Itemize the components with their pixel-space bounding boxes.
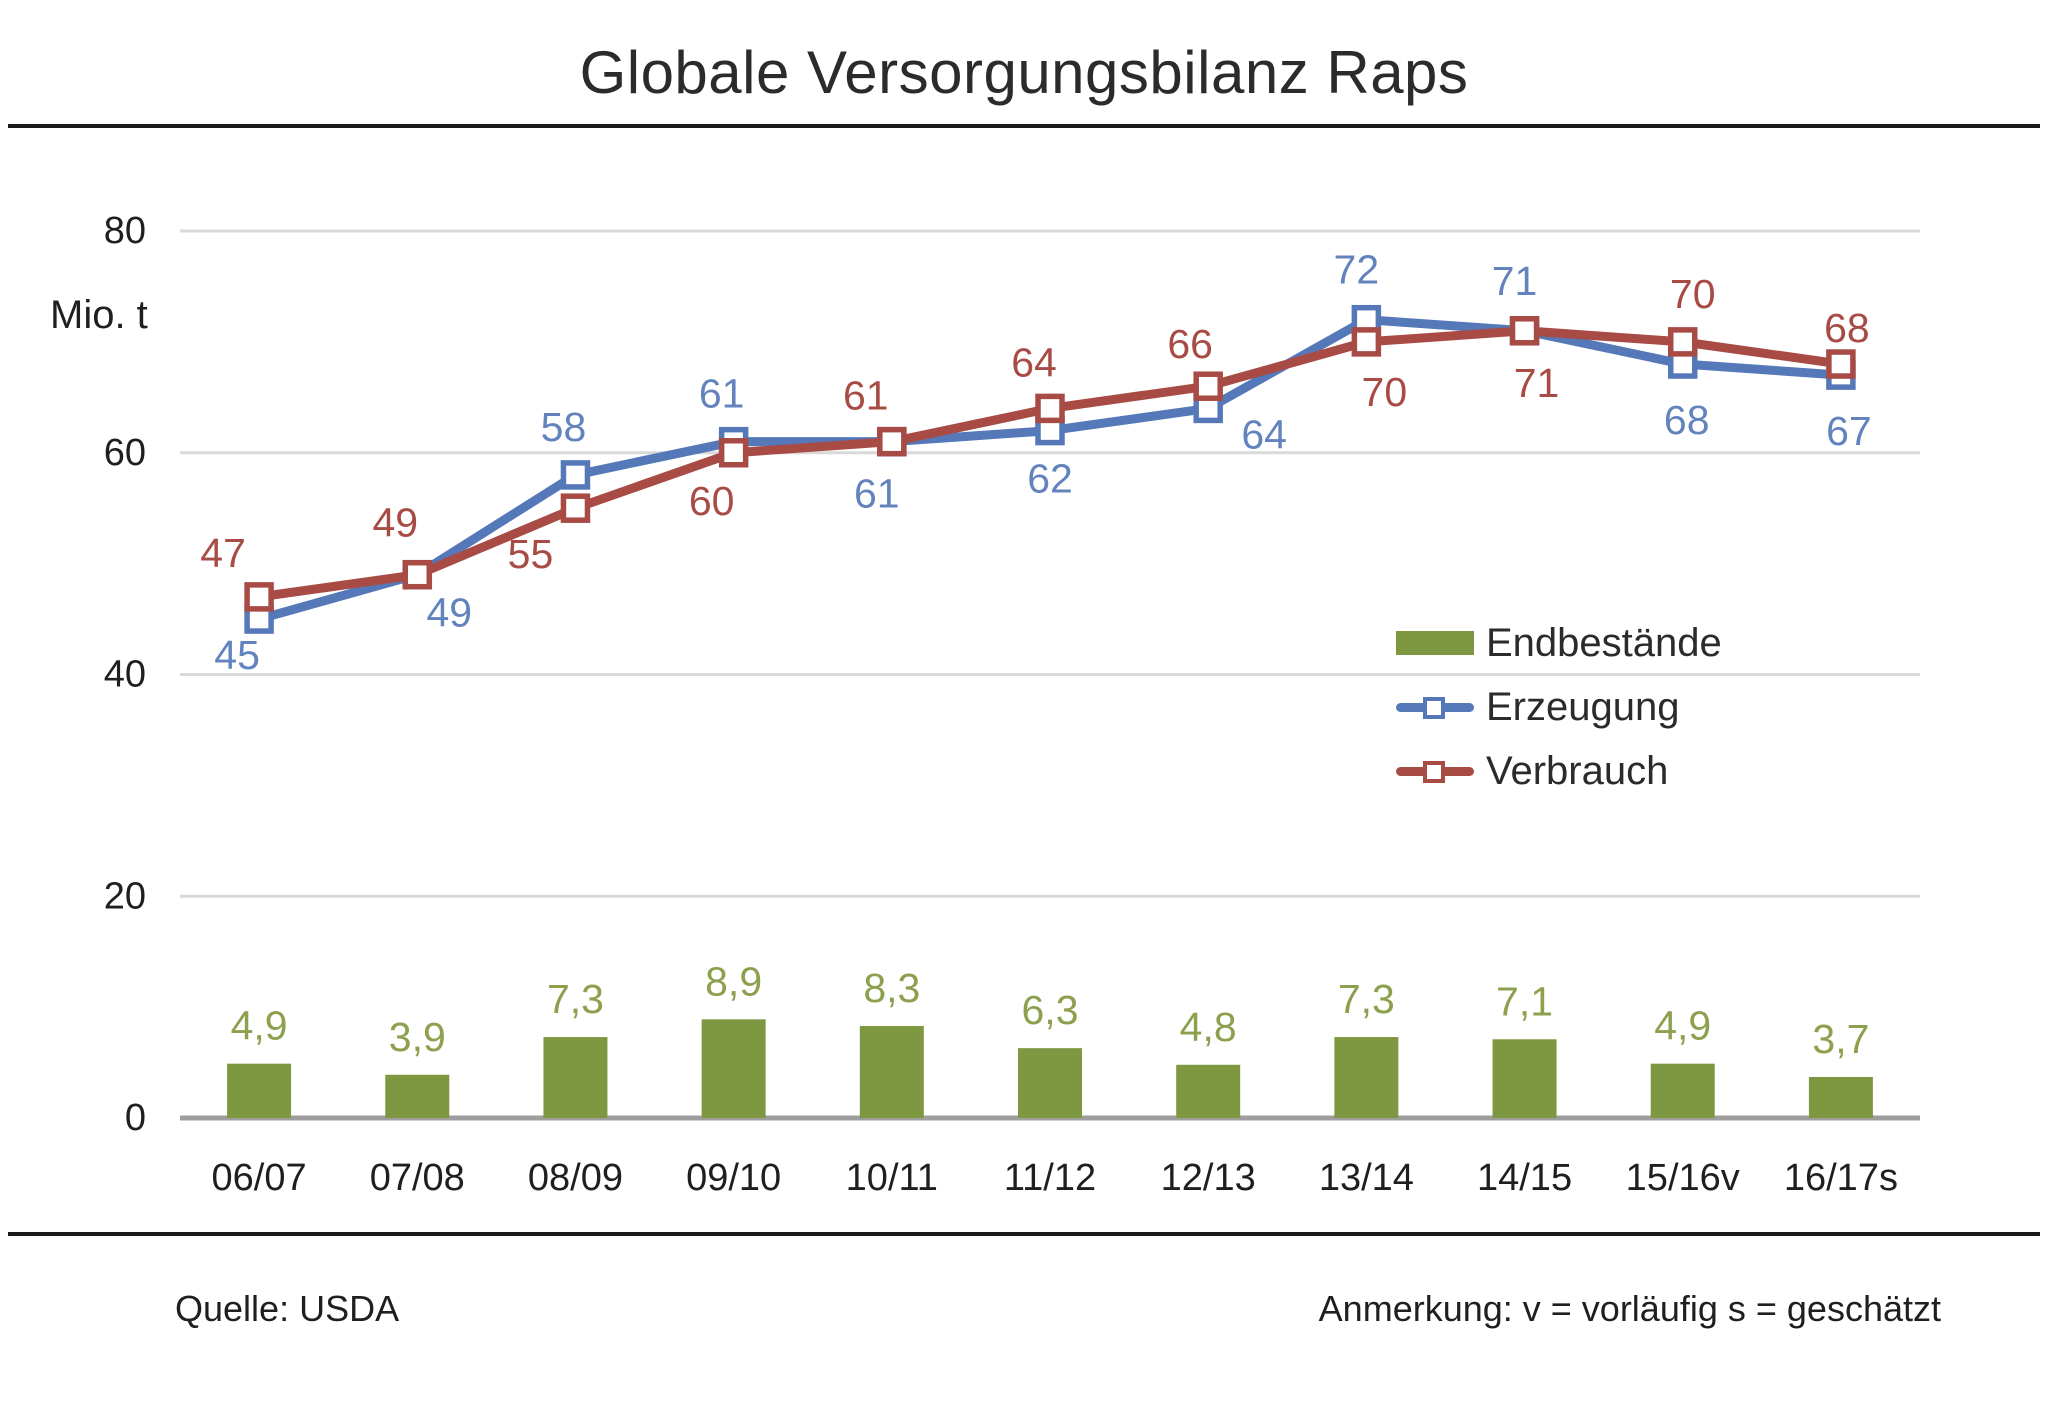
top-divider: [8, 124, 2040, 128]
y-tick-label: 60: [104, 432, 146, 474]
verbrauch-value-label: 70: [1362, 369, 1408, 415]
bar-value-label: 3,7: [1812, 1016, 1869, 1062]
annotation-note: Anmerkung: v = vorläufig s = geschätzt: [1318, 1288, 1941, 1329]
verbrauch-value-label: 71: [1514, 360, 1560, 406]
bar-value-label: 4,9: [1654, 1003, 1711, 1049]
legend-item-endbestaende: Endbestände: [1396, 611, 1722, 675]
bar-value-label: 7,3: [1338, 976, 1395, 1022]
x-category-label: 13/14: [1319, 1157, 1414, 1199]
x-category-label: 14/15: [1477, 1157, 1572, 1199]
line-swatch-icon: [1396, 695, 1474, 719]
verbrauch-value-label: 47: [200, 530, 246, 576]
verbrauch-marker: [1035, 393, 1065, 424]
chart-legend: Endbestände Erzeugung Verbrauch: [1396, 611, 1722, 803]
x-category-label: 10/11: [846, 1157, 938, 1199]
verbrauch-value-label: 61: [843, 373, 889, 419]
line-swatch-icon: [1396, 759, 1474, 783]
erzeugung-value-label: 72: [1334, 247, 1380, 293]
x-category-label: 12/13: [1161, 1157, 1256, 1199]
erzeugung-value-label: 58: [541, 404, 587, 450]
x-category-label: 11/12: [1004, 1157, 1096, 1199]
legend-item-verbrauch: Verbrauch: [1396, 739, 1722, 803]
legend-label: Endbestände: [1486, 620, 1722, 665]
y-axis-title: Mio. t: [50, 293, 148, 337]
verbrauch-marker: [877, 426, 907, 457]
bar-value-label: 6,3: [1022, 987, 1079, 1033]
source-note: Quelle: USDA: [175, 1288, 400, 1329]
bar-value-label: 4,9: [231, 1003, 288, 1049]
x-category-label: 07/08: [370, 1157, 465, 1199]
bar: [227, 1063, 292, 1118]
erzeugung-value-label: 61: [699, 371, 745, 417]
verbrauch-marker: [244, 582, 274, 612]
bottom-divider: [8, 1232, 2040, 1236]
bar-swatch-icon: [1396, 631, 1474, 655]
bar: [1176, 1064, 1241, 1118]
verbrauch-marker: [1826, 349, 1856, 379]
bar-value-label: 7,3: [547, 976, 604, 1022]
bar-value-label: 3,9: [389, 1014, 446, 1060]
erzeugung-value-label: 64: [1241, 411, 1287, 457]
erzeugung-marker: [560, 460, 591, 490]
verbrauch-marker: [1667, 327, 1698, 357]
chart-title: Globale Versorgungsbilanz Raps: [579, 39, 1469, 106]
bar: [1492, 1039, 1557, 1118]
erzeugung-value-label: 61: [854, 471, 900, 517]
legend-label: Verbrauch: [1486, 748, 1669, 793]
erzeugung-value-label: 71: [1492, 258, 1538, 304]
bar: [1808, 1076, 1873, 1118]
bar-value-label: 8,9: [705, 958, 762, 1004]
verbrauch-value-label: 60: [689, 478, 735, 524]
verbrauch-marker: [402, 559, 433, 590]
erzeugung-value-label: 68: [1664, 397, 1710, 443]
bar-value-label: 8,3: [863, 965, 920, 1011]
verbrauch-marker: [560, 493, 591, 523]
y-tick-label: 40: [104, 654, 146, 696]
legend-item-erzeugung: Erzeugung: [1396, 675, 1722, 739]
verbrauch-value-label: 64: [1011, 339, 1057, 385]
x-category-label: 15/16v: [1626, 1157, 1740, 1199]
bar: [701, 1019, 766, 1118]
bar: [1650, 1063, 1715, 1118]
verbrauch-value-label: 49: [372, 500, 418, 546]
verbrauch-value-label: 66: [1167, 321, 1213, 367]
verbrauch-marker: [718, 438, 749, 468]
bar: [385, 1074, 450, 1118]
bar: [1334, 1037, 1399, 1118]
verbrauch-marker: [1509, 316, 1540, 346]
bar-value-label: 4,8: [1180, 1004, 1237, 1050]
erzeugung-value-label: 62: [1027, 456, 1073, 502]
y-tick-label: 80: [104, 210, 146, 252]
x-category-label: 08/09: [528, 1157, 623, 1199]
verbrauch-value-label: 70: [1670, 271, 1716, 317]
x-category-label: 16/17s: [1784, 1157, 1898, 1199]
verbrauch-marker: [1193, 371, 1223, 401]
erzeugung-value-label: 45: [214, 632, 260, 678]
y-tick-label: 0: [125, 1097, 146, 1139]
y-tick-label: 20: [104, 875, 146, 917]
bar: [1018, 1048, 1082, 1118]
legend-label: Erzeugung: [1486, 684, 1680, 729]
bar-value-label: 7,1: [1496, 978, 1553, 1024]
bar: [543, 1037, 608, 1118]
verbrauch-marker: [1351, 327, 1382, 357]
x-category-label: 06/07: [212, 1157, 307, 1199]
erzeugung-value-label: 49: [426, 590, 472, 636]
erzeugung-value-label: 67: [1826, 408, 1872, 454]
verbrauch-value-label: 68: [1824, 305, 1870, 351]
bar: [859, 1025, 924, 1118]
verbrauch-value-label: 55: [508, 531, 554, 577]
x-category-label: 09/10: [686, 1157, 781, 1199]
